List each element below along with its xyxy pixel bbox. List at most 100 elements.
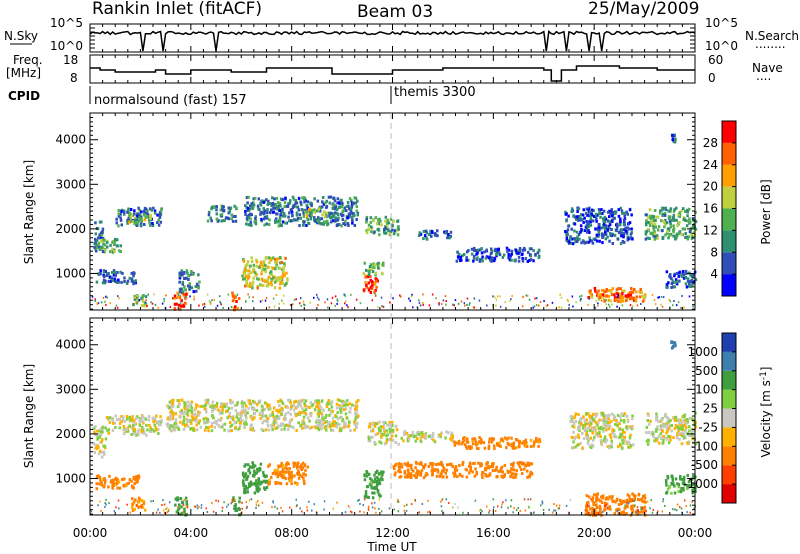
heatmap-cell: [661, 441, 665, 445]
heatmap-cell: [239, 410, 243, 414]
heatmap-cell: [617, 512, 620, 516]
heatmap-cell: [389, 437, 393, 441]
heatmap-cell: [138, 423, 142, 427]
heatmap-cell: [602, 209, 606, 213]
heatmap-cell: [375, 487, 378, 491]
heatmap-cell: [107, 428, 111, 432]
heatmap-cell: [686, 511, 688, 514]
heatmap-cell: [294, 481, 297, 485]
heatmap-cell: [255, 506, 257, 509]
heatmap-cell: [403, 471, 407, 475]
heatmap-cell: [662, 219, 665, 223]
heatmap-cell: [298, 213, 302, 217]
heatmap-cell: [588, 424, 592, 428]
heatmap-cell: [155, 420, 159, 424]
heatmap-cell: [122, 424, 126, 428]
heatmap-cell: [631, 492, 634, 496]
heatmap-cell: [605, 504, 607, 507]
heatmap-cell: [276, 204, 279, 208]
heatmap-cell: [690, 233, 694, 237]
heatmap-cell: [369, 477, 372, 481]
heatmap-cell: [207, 401, 210, 405]
heatmap-cell: [466, 297, 469, 300]
heatmap-cell: [510, 467, 513, 471]
heatmap-cell: [460, 442, 464, 446]
heatmap-cell: [505, 437, 509, 441]
heatmap-cell: [100, 480, 103, 484]
heatmap-cell: [96, 302, 98, 305]
heatmap-cell: [664, 233, 667, 237]
heatmap-cell: [538, 437, 541, 441]
heatmap-cell: [332, 420, 335, 424]
heatmap-cell: [523, 498, 526, 501]
heatmap-cell: [619, 287, 623, 291]
heatmap-cell: [633, 498, 636, 502]
heatmap-cell: [505, 499, 507, 502]
heatmap-cell: [187, 418, 190, 422]
heatmap-cell: [407, 471, 410, 475]
heatmap-cell: [157, 428, 160, 431]
heatmap-cell: [295, 464, 299, 468]
heatmap-cell: [174, 503, 177, 507]
heatmap-cell: [230, 502, 232, 505]
heatmap-cell: [154, 303, 157, 306]
heatmap-cell: [572, 305, 574, 308]
heatmap-cell: [605, 289, 608, 293]
heatmap-cell: [191, 415, 195, 419]
heatmap-cell: [163, 297, 165, 300]
heatmap-cell: [604, 232, 608, 236]
heatmap-cell: [601, 293, 604, 297]
heatmap-cell: [266, 266, 269, 269]
heatmap-cell: [122, 428, 125, 432]
heatmap-cell: [661, 229, 664, 233]
heatmap-cell: [195, 403, 198, 407]
heatmap-cell: [570, 207, 574, 211]
heatmap-cell: [212, 416, 215, 420]
heatmap-cell: [462, 436, 466, 440]
heatmap-cell: [574, 419, 578, 423]
heatmap-cell: [348, 402, 352, 406]
heatmap-cell: [660, 206, 664, 210]
heatmap-cell: [253, 196, 257, 200]
heatmap-cell: [246, 486, 249, 490]
heatmap-cell: [619, 300, 623, 304]
heatmap-cell: [430, 437, 433, 441]
heatmap-cell: [449, 230, 453, 234]
heatmap-cell: [255, 264, 259, 268]
heatmap-cell: [313, 219, 317, 223]
heatmap-cell: [220, 403, 223, 407]
heatmap-cell: [600, 299, 603, 302]
heatmap-cell: [691, 282, 694, 286]
heatmap-cell: [590, 446, 593, 449]
heatmap-cell: [274, 427, 277, 430]
heatmap-cell: [616, 237, 619, 241]
heatmap-cell: [472, 306, 475, 309]
heatmap-cell: [380, 476, 383, 480]
heatmap-cell: [608, 209, 611, 213]
heatmap-cell: [311, 509, 313, 512]
heatmap-cell: [340, 408, 344, 412]
heatmap-cell: [485, 466, 489, 470]
heatmap-cell: [511, 446, 515, 450]
heatmap-cell: [235, 415, 238, 419]
heatmap-cell: [396, 233, 400, 237]
heatmap-cell: [163, 511, 166, 514]
heatmap-cell: [190, 286, 194, 290]
heatmap-cell: [336, 218, 340, 222]
heatmap-cell: [627, 445, 630, 449]
heatmap-cell: [506, 249, 509, 253]
heatmap-cell: [134, 498, 137, 502]
heatmap-cell: [350, 293, 352, 296]
heatmap-cell: [574, 412, 578, 416]
heatmap-cell: [273, 197, 276, 201]
heatmap-cell: [379, 494, 382, 498]
heatmap-cell: [242, 259, 246, 263]
heatmap-cell: [159, 209, 163, 213]
heatmap-cell: [665, 270, 669, 274]
heatmap-cell: [344, 422, 347, 426]
heatmap-cell: [682, 433, 686, 437]
heatmap-cell: [403, 433, 406, 436]
heatmap-cell: [255, 260, 259, 264]
heatmap-cell: [652, 234, 655, 238]
heatmap-cell: [479, 509, 481, 512]
